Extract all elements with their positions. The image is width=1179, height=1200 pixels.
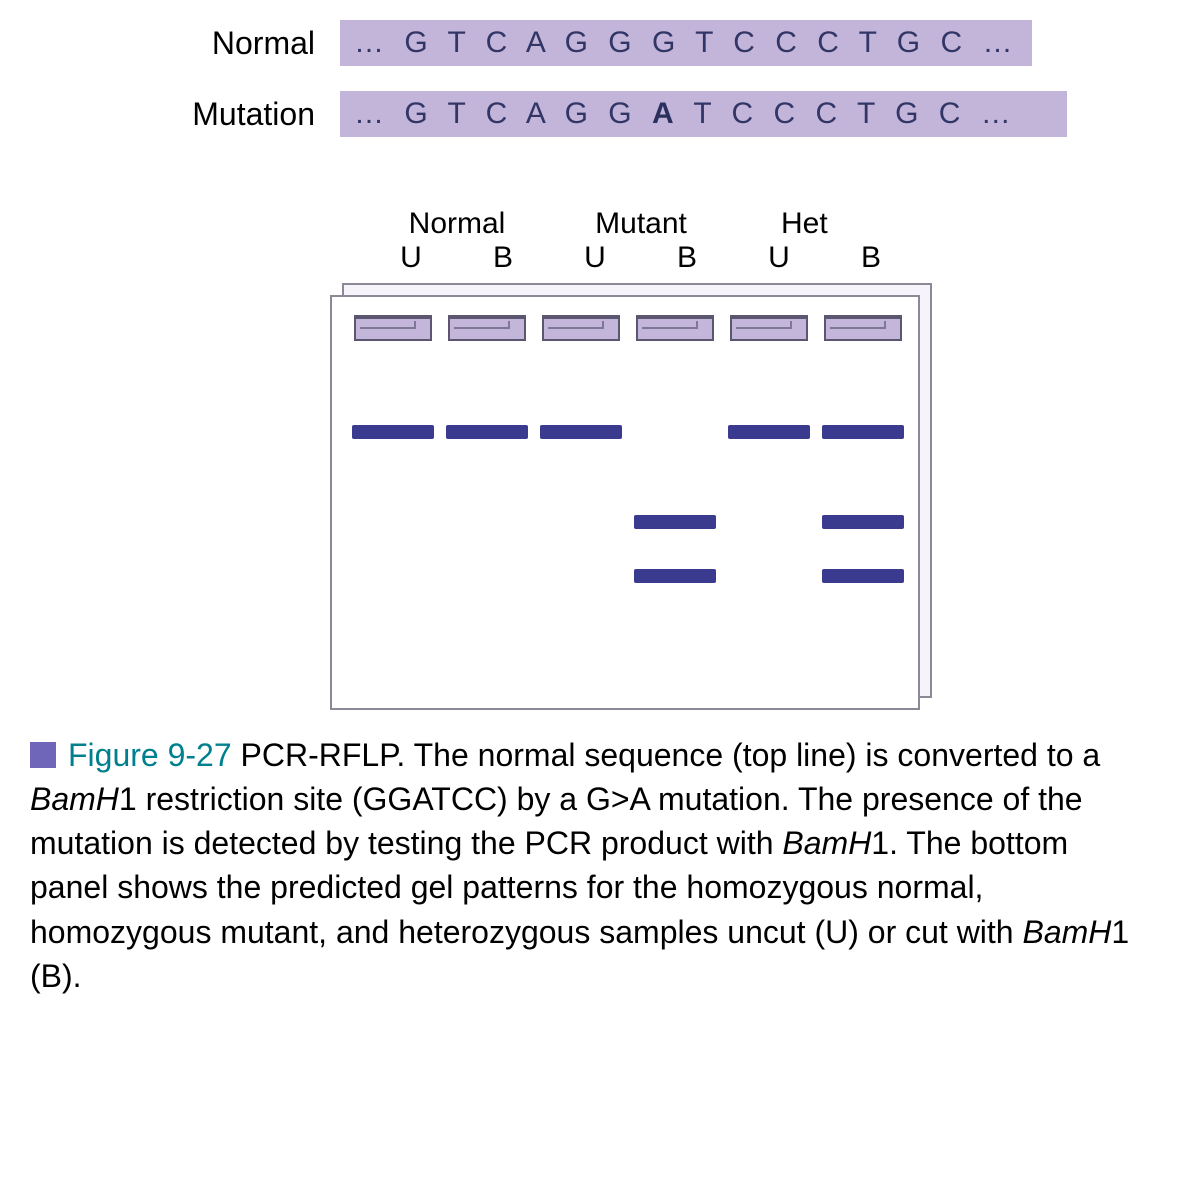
gel-band [634, 515, 716, 529]
figure-number: Figure 9-27 [68, 737, 232, 773]
caption-text-a: PCR-RFLP. The normal sequence (top line)… [232, 737, 1101, 773]
gel-well [448, 315, 526, 341]
gel-band [446, 425, 528, 439]
gel-sub-0: U [365, 241, 457, 275]
sequence-label-normal: Normal [150, 25, 340, 62]
gel-band [822, 515, 904, 529]
sequence-label-mutation: Mutation [150, 96, 340, 133]
gel-band [540, 425, 622, 439]
gel-sub-4: U [733, 241, 825, 275]
sequence-box-mutation: … G T C A G G A T C C C T G C … [340, 91, 1067, 137]
gel-band [822, 569, 904, 583]
sequence-row-mutation: Mutation … G T C A G G A T C C C T G C … [150, 91, 1159, 137]
sequence-box-normal: … G T C A G G G T C C C T G C … [340, 20, 1032, 66]
enzyme-name-2: BamH [782, 825, 871, 861]
enzyme-name-3: BamH [1022, 914, 1111, 950]
gel-group-headers: Normal Mutant Het [365, 207, 1159, 241]
figure-caption: Figure 9-27 PCR-RFLP. The normal sequenc… [20, 733, 1159, 998]
gel-well [730, 315, 808, 341]
gel-sub-5: B [825, 241, 917, 275]
gel-well [636, 315, 714, 341]
sequence-section: Normal … G T C A G G G T C C C T G C … M… [150, 20, 1159, 137]
figure-container: Normal … G T C A G G G T C C C T G C … M… [20, 20, 1159, 998]
gel-band [352, 425, 434, 439]
gel-band [634, 569, 716, 583]
sequence-row-normal: Normal … G T C A G G G T C C C T G C … [150, 20, 1159, 66]
gel-sub-headers: U B U B U B [365, 241, 1159, 275]
gel-band [728, 425, 810, 439]
gel-sub-3: B [641, 241, 733, 275]
sequence-mutation-base: A [652, 97, 680, 130]
enzyme-name-1: BamH [30, 781, 119, 817]
gel-slab [330, 283, 940, 713]
gel-band [822, 425, 904, 439]
gel-section: Normal Mutant Het U B U B U B [330, 207, 1159, 713]
sequence-mutation-prefix: … G T C A G G [354, 97, 652, 130]
gel-sub-2: U [549, 241, 641, 275]
gel-header-mutant: Mutant [549, 207, 733, 241]
sequence-mutation-suffix: T C C C T G C … [680, 97, 1017, 130]
gel-well [354, 315, 432, 341]
gel-slab-front [330, 295, 920, 710]
gel-header-het: Het [733, 207, 943, 241]
gel-header-normal: Normal [365, 207, 549, 241]
gel-sub-1: B [457, 241, 549, 275]
caption-square-icon [30, 742, 56, 768]
gel-well [824, 315, 902, 341]
gel-well [542, 315, 620, 341]
